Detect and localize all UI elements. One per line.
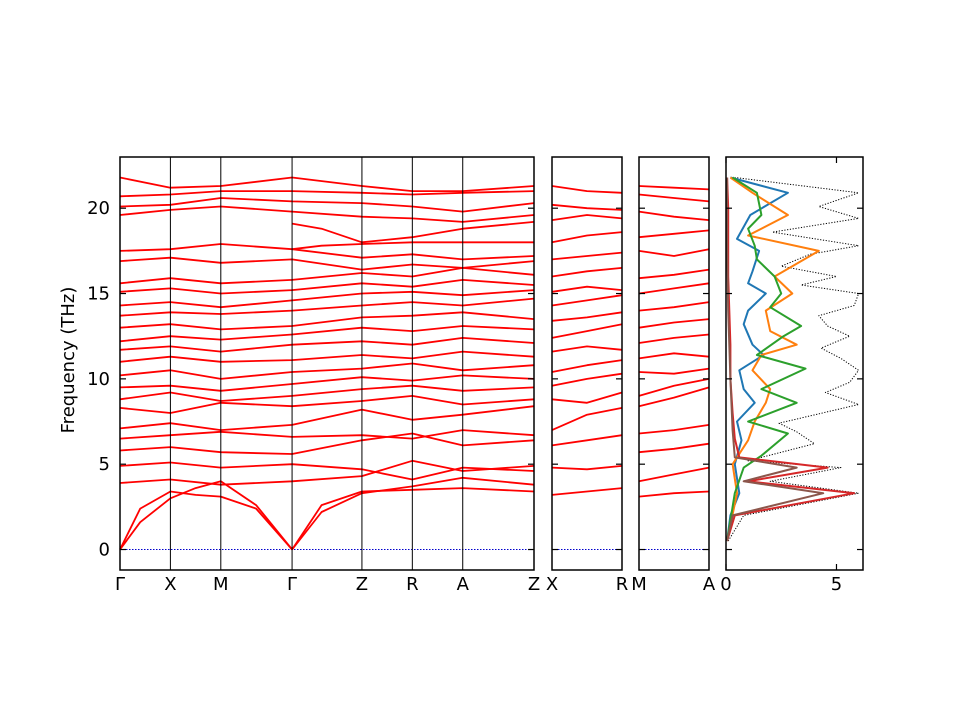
phonon-branch-14: [551, 231, 623, 244]
phonon-branch-15: [551, 214, 623, 221]
phonon-branch-11: [551, 285, 623, 293]
panel-band-main: 0 5 10 15 20 Γ X M Γ Z R A Z: [87, 156, 540, 595]
phonon-branch-12: [551, 267, 623, 278]
phonon-branch-28: [291, 221, 535, 244]
phonon-branch-6: [551, 359, 623, 373]
axes-frame: [119, 156, 535, 571]
phonon-branch-9: [551, 311, 623, 322]
phonon-branch-17: [119, 297, 535, 317]
phonon-branch-5: [638, 378, 710, 397]
phonon-branch-0: [551, 487, 623, 496]
x-tick-label: Γ: [115, 574, 125, 595]
phonon-branch-9: [119, 395, 535, 414]
phonon-branch-7: [551, 345, 623, 353]
phonon-branch-10: [638, 301, 710, 312]
phonon-branch-5: [119, 459, 535, 486]
phonon-branch-12: [119, 362, 535, 380]
x-tick-label: 5: [831, 574, 842, 595]
x-tick-label: Z: [528, 574, 540, 595]
phonon-branch-16: [119, 311, 535, 331]
phonon-branch-8: [551, 323, 623, 339]
x-tick-label: R: [616, 574, 629, 595]
phonon-branch-11: [119, 374, 535, 392]
phonon-branch-15: [638, 210, 710, 221]
phonon-branch-4: [551, 391, 623, 404]
x-tick-label: Γ: [287, 574, 297, 595]
x-tick-label: R: [406, 574, 419, 595]
phonon-branch-23: [119, 205, 535, 223]
phonon-branch-1: [551, 465, 623, 471]
y-tick-label: 0: [99, 540, 110, 561]
phonon-branch-7: [119, 429, 535, 440]
phonon-branch-19: [119, 279, 535, 295]
y-tick-label: 15: [87, 284, 110, 305]
phonon-branch-6: [638, 367, 710, 375]
phonon-branch-1: [119, 480, 293, 551]
x-tick-label: A: [703, 574, 716, 595]
phonon-branch-13: [638, 248, 710, 257]
phonon-branch-16: [551, 203, 623, 211]
dos-curve-4: [726, 177, 856, 542]
phonon-branch-14: [119, 337, 535, 353]
x-tick-label: X: [164, 574, 176, 595]
phonon-branch-6: [119, 432, 535, 455]
x-tick-label: 0: [720, 574, 731, 595]
phonon-branch-20: [119, 267, 535, 285]
phonon-branch-9: [638, 318, 710, 329]
phonon-branch-2: [551, 434, 623, 447]
y-tick-label: 10: [87, 369, 110, 390]
phonon-branch-22: [119, 243, 535, 261]
phonon-branch-8: [119, 405, 535, 431]
phonon-branch-5: [551, 372, 623, 387]
dos-curve-0: [727, 177, 860, 542]
x-tick-label: A: [457, 574, 470, 595]
x-tick-label: Z: [356, 574, 368, 595]
y-axis-title: Frequency (THz): [58, 287, 79, 434]
phonon-branch-2: [638, 442, 710, 454]
phonon-branch-0: [638, 490, 710, 498]
dos-curve-5: [726, 177, 825, 542]
phonon-branch-3: [638, 424, 710, 435]
phonon-branch-3: [551, 407, 623, 431]
phonon-branch-10: [119, 384, 535, 402]
phonon-branch-8: [638, 333, 710, 344]
phonon-branch-4: [638, 386, 710, 408]
phonon-branch-17: [638, 185, 710, 191]
phonon-branch-24: [119, 197, 535, 213]
phonon-branch-14: [638, 229, 710, 239]
phonon-branch-21: [119, 256, 535, 271]
phonon-branch-7: [638, 352, 710, 360]
phonon-branch-0: [119, 490, 293, 551]
x-tick-label: M: [631, 574, 647, 595]
phonon-branch-13: [119, 350, 535, 363]
phonon-branch-12: [638, 268, 710, 280]
phonon-branch-11: [638, 282, 710, 295]
phonon-branch-25: [119, 190, 535, 198]
dos-curve-2: [726, 176, 820, 542]
phonon-branch-15: [119, 325, 535, 343]
phonon-branch-13: [551, 251, 623, 261]
x-tick-label: X: [546, 574, 558, 595]
phonon-branch-3: [291, 476, 535, 551]
phonon-branch-2: [291, 487, 535, 550]
y-tick-label: 5: [99, 454, 110, 475]
phonon-branch-27: [291, 241, 534, 251]
dos-curve-3: [726, 176, 807, 542]
phonon-branch-17: [551, 185, 623, 194]
phonon-branch-18: [119, 289, 535, 309]
y-tick-label: 20: [87, 198, 110, 219]
axes-frame: [725, 156, 864, 571]
phonon-branch-26: [119, 176, 535, 192]
phonon-branch-1: [638, 466, 710, 483]
phonon-branch-16: [638, 193, 710, 203]
x-tick-label: M: [213, 574, 229, 595]
phonon-branch-10: [551, 294, 623, 307]
